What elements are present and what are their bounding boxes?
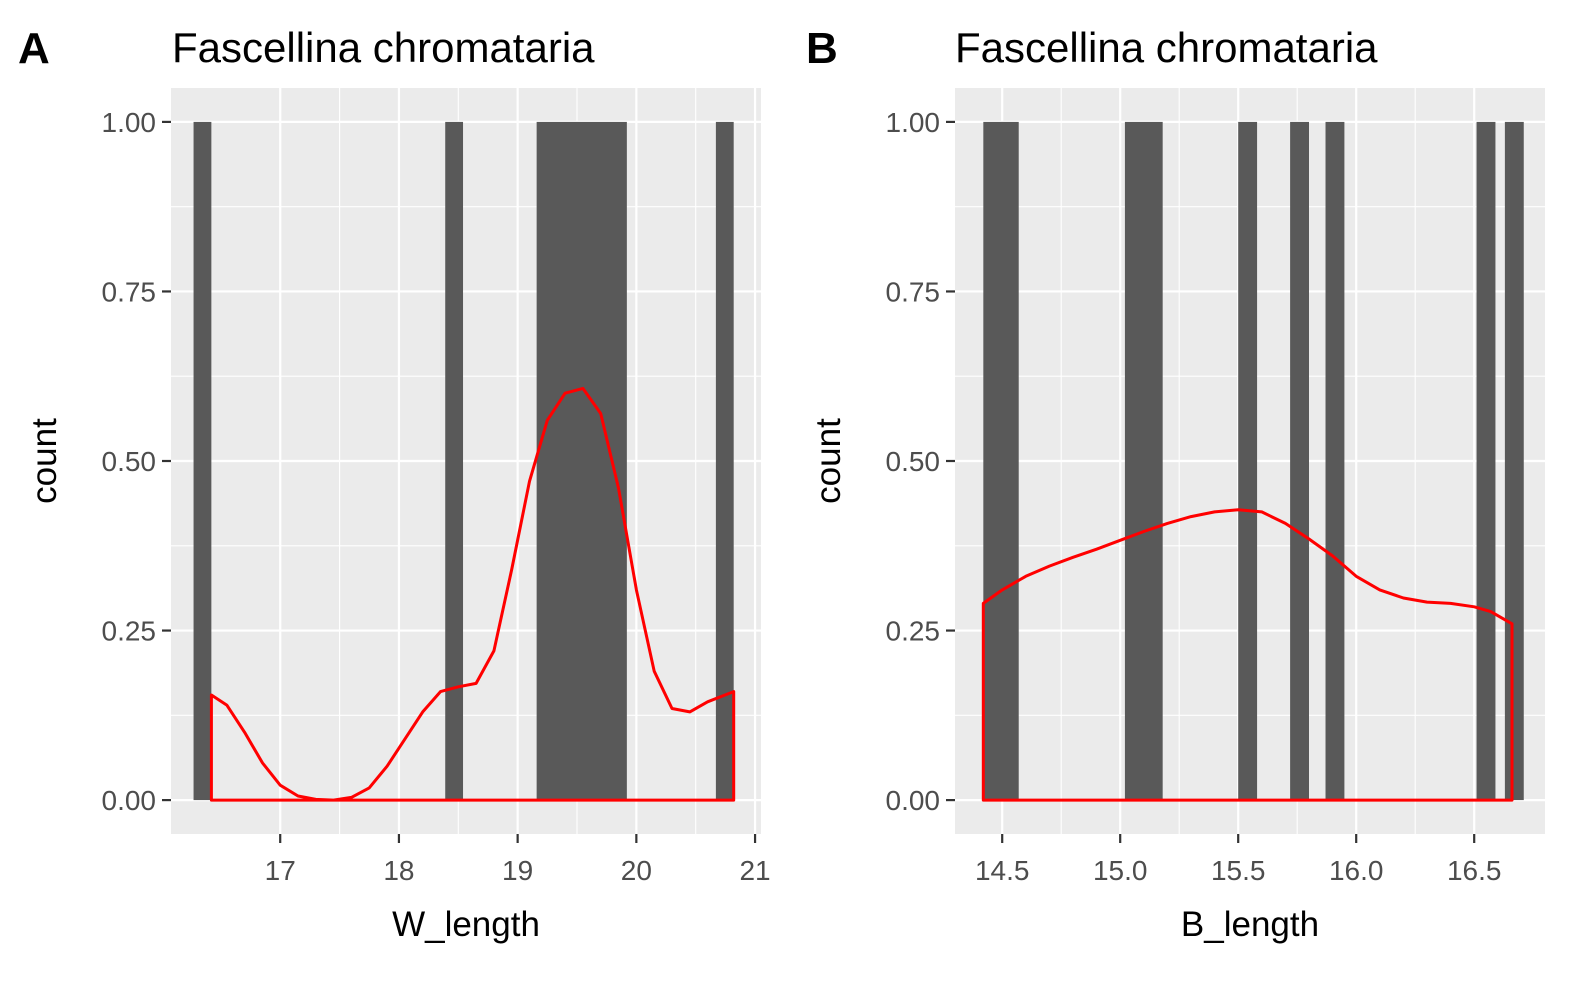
panel-a: A Fascellina chromataria 0.00 0.25 0.50 0.7… bbox=[18, 24, 771, 944]
panel-b-x-axis-label: B_length bbox=[1181, 905, 1319, 944]
panel-b-x-tick-label: 16.0 bbox=[1329, 855, 1384, 886]
panel-a-x-tick-label: 20 bbox=[621, 855, 652, 886]
panel-b-title: Fascellina chromataria bbox=[955, 24, 1378, 71]
panel-a-x-tick-label: 17 bbox=[265, 855, 296, 886]
panel-a-density bbox=[209, 386, 736, 802]
panel-a-tag: A bbox=[18, 24, 50, 73]
panel-a-density-curve bbox=[209, 386, 736, 802]
panel-b-y-tick-label: 0.50 bbox=[886, 446, 941, 477]
panel-b-tag: B bbox=[806, 24, 838, 73]
panel-a-title: Fascellina chromataria bbox=[172, 24, 595, 71]
panel-b-x-tick-label: 14.5 bbox=[975, 855, 1030, 886]
panel-b-y-ticks: 0.00 0.25 0.50 0.75 1.00 bbox=[886, 107, 955, 816]
panel-a-y-tick-label: 1.00 bbox=[102, 107, 157, 138]
panel-a-y-axis-label: count bbox=[25, 418, 64, 504]
panel-b-density bbox=[981, 508, 1514, 802]
panel-a-y-tick-label: 0.00 bbox=[102, 785, 157, 816]
panel-b-bars bbox=[983, 121, 1524, 801]
panel-b-x-ticks: 14.5 15.0 15.5 16.0 16.5 bbox=[975, 834, 1501, 886]
panel-b-y-tick-label: 0.00 bbox=[886, 785, 941, 816]
panel-b-y-tick-label: 0.25 bbox=[886, 616, 941, 647]
panel-b-bar-2 bbox=[1124, 121, 1163, 801]
panel-a-y-tick-label: 0.75 bbox=[102, 276, 157, 307]
panel-b-y-axis-label: count bbox=[809, 418, 848, 504]
panel-a-bar-4 bbox=[715, 121, 734, 801]
panel-b-x-tick-label: 16.5 bbox=[1447, 855, 1502, 886]
panel-b-bar-1 bbox=[983, 121, 1019, 801]
panel-a-x-ticks: 17 18 19 20 21 bbox=[265, 834, 771, 886]
panel-b-bar-5 bbox=[1325, 121, 1345, 801]
panel-a-bar-2 bbox=[445, 121, 464, 801]
panel-a-x-tick-label: 18 bbox=[383, 855, 414, 886]
panel-a-y-ticks: 0.00 0.25 0.50 0.75 1.00 bbox=[102, 107, 171, 816]
panel-b-y-tick-label: 0.75 bbox=[886, 276, 941, 307]
panel-a-y-tick-label: 0.25 bbox=[102, 616, 157, 647]
panel-b-x-tick-label: 15.0 bbox=[1093, 855, 1148, 886]
panel-b-bar-4 bbox=[1290, 121, 1309, 801]
panel-b-density-curve bbox=[981, 508, 1514, 802]
panel-a-bar-1 bbox=[193, 121, 212, 801]
panel-b-bar-7 bbox=[1504, 121, 1524, 801]
panel-a-x-tick-label: 19 bbox=[502, 855, 533, 886]
panel-b-bar-6 bbox=[1476, 121, 1496, 801]
panel-b-bar-3 bbox=[1238, 121, 1258, 801]
panel-b-x-tick-label: 15.5 bbox=[1211, 855, 1266, 886]
panel-a-y-tick-label: 0.50 bbox=[102, 446, 157, 477]
panel-a-x-tick-label: 21 bbox=[739, 855, 770, 886]
panel-a-x-axis-label: W_length bbox=[392, 905, 540, 944]
panel-b: B Fascellina chromataria 0.00 0.25 0.50 0.7… bbox=[806, 24, 1545, 944]
panel-b-y-tick-label: 1.00 bbox=[886, 107, 941, 138]
